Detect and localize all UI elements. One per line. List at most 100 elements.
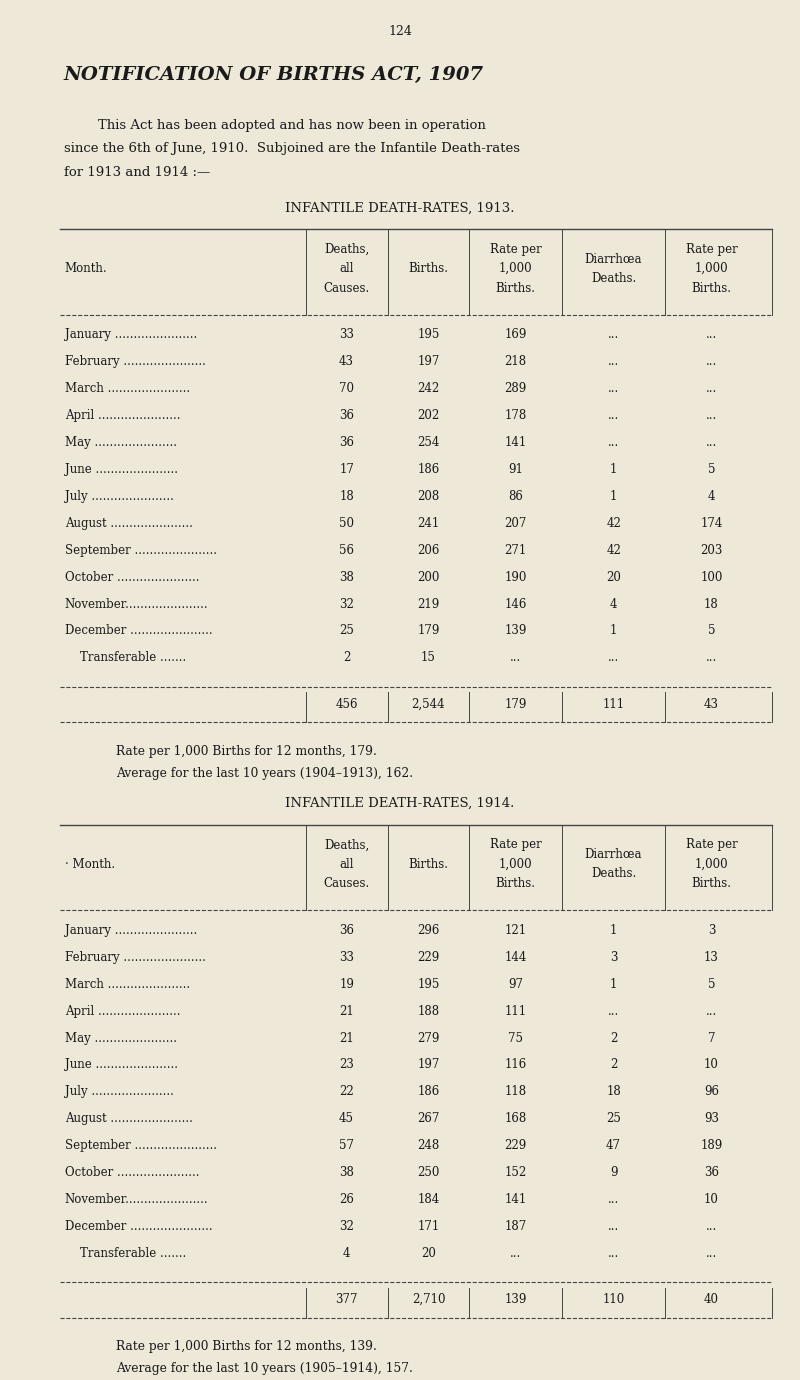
Text: 229: 229 (418, 951, 439, 963)
Text: 169: 169 (505, 328, 527, 341)
Text: ...: ... (706, 382, 717, 395)
Text: ...: ... (608, 436, 619, 448)
Text: March ......................: March ...................... (65, 978, 190, 991)
Text: November......................: November...................... (65, 1194, 209, 1206)
Text: 116: 116 (505, 1058, 527, 1071)
Text: 1: 1 (610, 490, 618, 502)
Text: ...: ... (608, 1194, 619, 1206)
Text: 45: 45 (339, 1112, 354, 1125)
Text: 4: 4 (343, 1248, 350, 1260)
Text: 124: 124 (388, 25, 412, 37)
Text: Month.: Month. (65, 262, 107, 275)
Text: 241: 241 (418, 518, 439, 530)
Text: 56: 56 (339, 544, 354, 556)
Text: 202: 202 (418, 410, 439, 422)
Text: 20: 20 (421, 1248, 436, 1260)
Text: Births.: Births. (409, 262, 449, 275)
Text: 10: 10 (704, 1058, 719, 1071)
Text: 21: 21 (339, 1005, 354, 1017)
Text: 10: 10 (704, 1194, 719, 1206)
Text: Rate per: Rate per (490, 243, 542, 255)
Text: 5: 5 (708, 625, 715, 638)
Text: 218: 218 (505, 356, 526, 368)
Text: · Month.: · Month. (65, 858, 115, 871)
Text: 271: 271 (505, 544, 527, 556)
Text: 38: 38 (339, 571, 354, 584)
Text: 13: 13 (704, 951, 719, 963)
Text: 18: 18 (339, 490, 354, 502)
Text: January ......................: January ...................... (65, 925, 197, 937)
Text: Births.: Births. (691, 878, 731, 890)
Text: 97: 97 (508, 978, 523, 991)
Text: 1: 1 (610, 625, 618, 638)
Text: This Act has been adopted and has now been in operation: This Act has been adopted and has now be… (64, 119, 486, 131)
Text: 146: 146 (505, 598, 527, 610)
Text: February ......................: February ...................... (65, 951, 206, 963)
Text: ...: ... (608, 1220, 619, 1232)
Text: 456: 456 (335, 698, 358, 711)
Text: Deaths.: Deaths. (591, 868, 636, 880)
Text: 2: 2 (610, 1058, 618, 1071)
Text: 15: 15 (421, 651, 436, 664)
Text: 188: 188 (418, 1005, 439, 1017)
Text: Diarrhœa: Diarrhœa (585, 849, 642, 861)
Text: 93: 93 (704, 1112, 719, 1125)
Text: 208: 208 (418, 490, 439, 502)
Text: May ......................: May ...................... (65, 1032, 177, 1045)
Text: 19: 19 (339, 978, 354, 991)
Text: 7: 7 (708, 1032, 715, 1045)
Text: ...: ... (706, 328, 717, 341)
Text: Deaths.: Deaths. (591, 272, 636, 284)
Text: 4: 4 (708, 490, 715, 502)
Text: Rate per: Rate per (686, 839, 738, 851)
Text: Deaths,: Deaths, (324, 243, 370, 255)
Text: November......................: November...................... (65, 598, 209, 610)
Text: April ......................: April ...................... (65, 1005, 180, 1017)
Text: December ......................: December ...................... (65, 1220, 213, 1232)
Text: Rate per 1,000 Births for 12 months, 179.: Rate per 1,000 Births for 12 months, 179… (116, 745, 377, 758)
Text: 1,000: 1,000 (694, 858, 728, 871)
Text: 197: 197 (418, 1058, 440, 1071)
Text: 121: 121 (505, 925, 526, 937)
Text: 178: 178 (505, 410, 527, 422)
Text: Causes.: Causes. (323, 878, 370, 890)
Text: 3: 3 (610, 951, 618, 963)
Text: ...: ... (706, 436, 717, 448)
Text: Average for the last 10 years (1904–1913), 162.: Average for the last 10 years (1904–1913… (116, 767, 413, 780)
Text: ...: ... (608, 382, 619, 395)
Text: ...: ... (608, 356, 619, 368)
Text: ...: ... (510, 1248, 522, 1260)
Text: Births.: Births. (496, 282, 536, 294)
Text: Transferable .......: Transferable ....... (65, 1248, 186, 1260)
Text: 179: 179 (505, 698, 527, 711)
Text: 33: 33 (339, 951, 354, 963)
Text: since the 6th of June, 1910.  Subjoined are the Infantile Death-rates: since the 6th of June, 1910. Subjoined a… (64, 142, 520, 155)
Text: 32: 32 (339, 598, 354, 610)
Text: Transferable .......: Transferable ....... (65, 651, 186, 664)
Text: 3: 3 (708, 925, 715, 937)
Text: August ......................: August ...................... (65, 1112, 193, 1125)
Text: 75: 75 (508, 1032, 523, 1045)
Text: 195: 195 (418, 328, 440, 341)
Text: 18: 18 (704, 598, 719, 610)
Text: Average for the last 10 years (1905–1914), 157.: Average for the last 10 years (1905–1914… (116, 1362, 413, 1374)
Text: 21: 21 (339, 1032, 354, 1045)
Text: 42: 42 (606, 518, 621, 530)
Text: 187: 187 (505, 1220, 527, 1232)
Text: 279: 279 (418, 1032, 440, 1045)
Text: May ......................: May ...................... (65, 436, 177, 448)
Text: 141: 141 (505, 1194, 527, 1206)
Text: August ......................: August ...................... (65, 518, 193, 530)
Text: 43: 43 (339, 356, 354, 368)
Text: 190: 190 (505, 571, 527, 584)
Text: ...: ... (608, 1005, 619, 1017)
Text: 186: 186 (418, 1086, 439, 1098)
Text: 43: 43 (704, 698, 719, 711)
Text: 2,544: 2,544 (412, 698, 446, 711)
Text: October ......................: October ...................... (65, 1166, 199, 1179)
Text: all: all (339, 858, 354, 871)
Text: ...: ... (608, 410, 619, 422)
Text: ...: ... (608, 651, 619, 664)
Text: 267: 267 (418, 1112, 440, 1125)
Text: 141: 141 (505, 436, 527, 448)
